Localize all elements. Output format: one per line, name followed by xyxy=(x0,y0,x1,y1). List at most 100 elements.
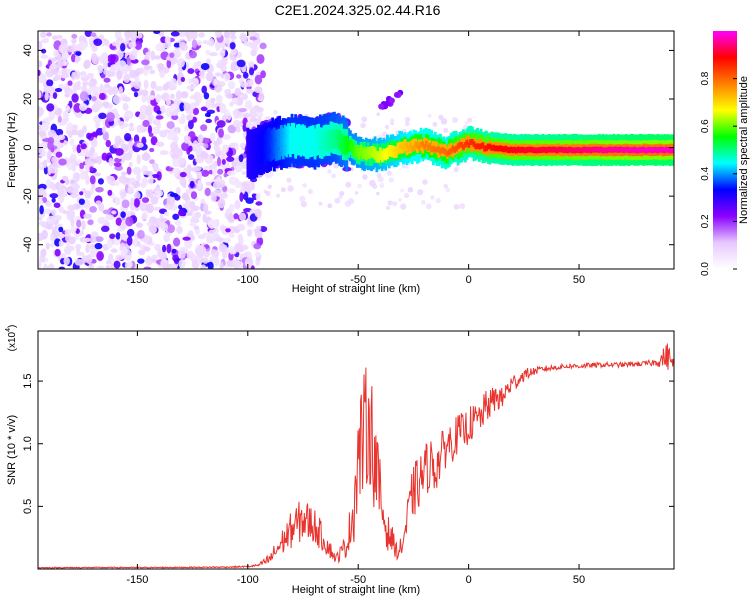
noise-cell xyxy=(41,229,48,240)
noise-cell xyxy=(106,175,116,185)
noise-cell xyxy=(257,116,262,122)
noise-cell xyxy=(58,43,68,54)
track-cell xyxy=(419,141,423,148)
track-cell xyxy=(386,147,389,154)
snr-x-ticks: -150 -100 -50 0 50 xyxy=(126,331,585,586)
noise-cell xyxy=(190,216,198,223)
track-cell xyxy=(666,146,670,153)
track-cell xyxy=(283,137,287,147)
noise-cell xyxy=(109,67,116,73)
track-cell xyxy=(423,137,426,149)
noise-cell xyxy=(114,135,122,146)
track-cell xyxy=(470,139,474,152)
noise-cell xyxy=(69,138,75,146)
noise-cell xyxy=(63,256,70,266)
track-cell xyxy=(433,146,437,153)
noise-cell xyxy=(76,159,82,164)
noise-cell xyxy=(109,233,116,240)
noise-cell xyxy=(195,156,204,164)
track-cell xyxy=(649,146,653,153)
noise-cell xyxy=(196,60,202,67)
spectrogram-x-axis-label: Height of straight line (km) xyxy=(292,283,420,295)
track-cell xyxy=(617,147,621,153)
noise-cell xyxy=(46,79,54,87)
track-cell xyxy=(318,135,322,145)
noise-cell xyxy=(233,109,238,120)
noise-cell xyxy=(41,48,47,54)
track-cell xyxy=(557,146,561,153)
halo-cell xyxy=(387,200,393,206)
noise-cell xyxy=(126,228,135,237)
noise-cell xyxy=(38,221,47,226)
noise-cell xyxy=(162,83,169,91)
noise-cell xyxy=(50,67,59,75)
spectrogram-y-ticks: -40 -20 0 20 40 xyxy=(22,44,674,253)
noise-cell xyxy=(153,55,161,60)
track-cell xyxy=(647,146,651,153)
noise-cell xyxy=(58,158,67,166)
track-cell xyxy=(336,135,340,145)
noise-cell xyxy=(170,31,180,37)
noise-cell xyxy=(95,186,104,193)
track-cell xyxy=(590,146,594,153)
track-cell xyxy=(635,147,638,154)
colorbar-label: Normalized spectral amplitude xyxy=(738,76,750,224)
noise-cell xyxy=(220,150,225,159)
noise-cell xyxy=(84,158,92,167)
noise-cell xyxy=(100,73,106,79)
track-cell xyxy=(301,135,305,145)
noise-cell xyxy=(132,33,138,40)
track-cell xyxy=(578,147,582,154)
halo-cell xyxy=(286,177,292,183)
noise-cell xyxy=(228,232,235,239)
track-cell xyxy=(370,150,373,157)
noise-cell xyxy=(185,199,190,207)
track-cell xyxy=(536,147,540,154)
noise-cell xyxy=(147,124,153,135)
noise-cell xyxy=(245,197,254,204)
noise-cell xyxy=(106,239,113,249)
noise-cell xyxy=(133,80,142,90)
noise-cell xyxy=(177,75,183,86)
noise-cell xyxy=(171,114,179,121)
track-cell xyxy=(357,148,361,155)
track-cell xyxy=(516,146,520,153)
noise-cell xyxy=(38,69,41,77)
noise-cell xyxy=(239,142,247,149)
track-cell xyxy=(359,150,363,157)
noise-cell xyxy=(96,265,105,269)
noise-cell xyxy=(46,32,52,37)
noise-cell xyxy=(221,158,226,165)
noise-cell xyxy=(49,193,59,199)
track-cell xyxy=(343,137,347,147)
track-cell xyxy=(431,145,435,152)
halo-cell xyxy=(398,197,402,202)
noise-cell xyxy=(119,121,125,130)
noise-cell xyxy=(212,167,217,177)
noise-cell xyxy=(194,99,200,107)
track-cell xyxy=(421,141,425,154)
track-cell xyxy=(504,145,508,152)
noise-cell xyxy=(52,35,58,40)
noise-cell xyxy=(160,217,168,223)
track-cell xyxy=(246,149,250,160)
halo-cell xyxy=(344,200,352,207)
noise-cell xyxy=(105,260,113,265)
halo-cell xyxy=(299,195,306,202)
track-cell xyxy=(470,138,474,145)
noise-cell xyxy=(80,143,87,150)
noise-cell xyxy=(187,68,195,74)
track-cell xyxy=(281,135,285,145)
spectrogram-x-ticks: -150 -100 -50 0 50 xyxy=(126,31,585,286)
snr-y-ticks: 0.5 1.0 1.5 xyxy=(22,373,674,514)
noise-cell xyxy=(120,43,126,52)
noise-cell xyxy=(200,106,208,112)
noise-cell xyxy=(229,42,236,50)
track-cell xyxy=(428,143,432,149)
noise-cell xyxy=(249,36,258,41)
noise-cell xyxy=(84,190,92,199)
track-cell xyxy=(401,143,405,150)
colorbar-tick-label: 0.8 xyxy=(700,71,711,85)
snr-line xyxy=(38,343,674,569)
noise-cell xyxy=(71,71,76,81)
